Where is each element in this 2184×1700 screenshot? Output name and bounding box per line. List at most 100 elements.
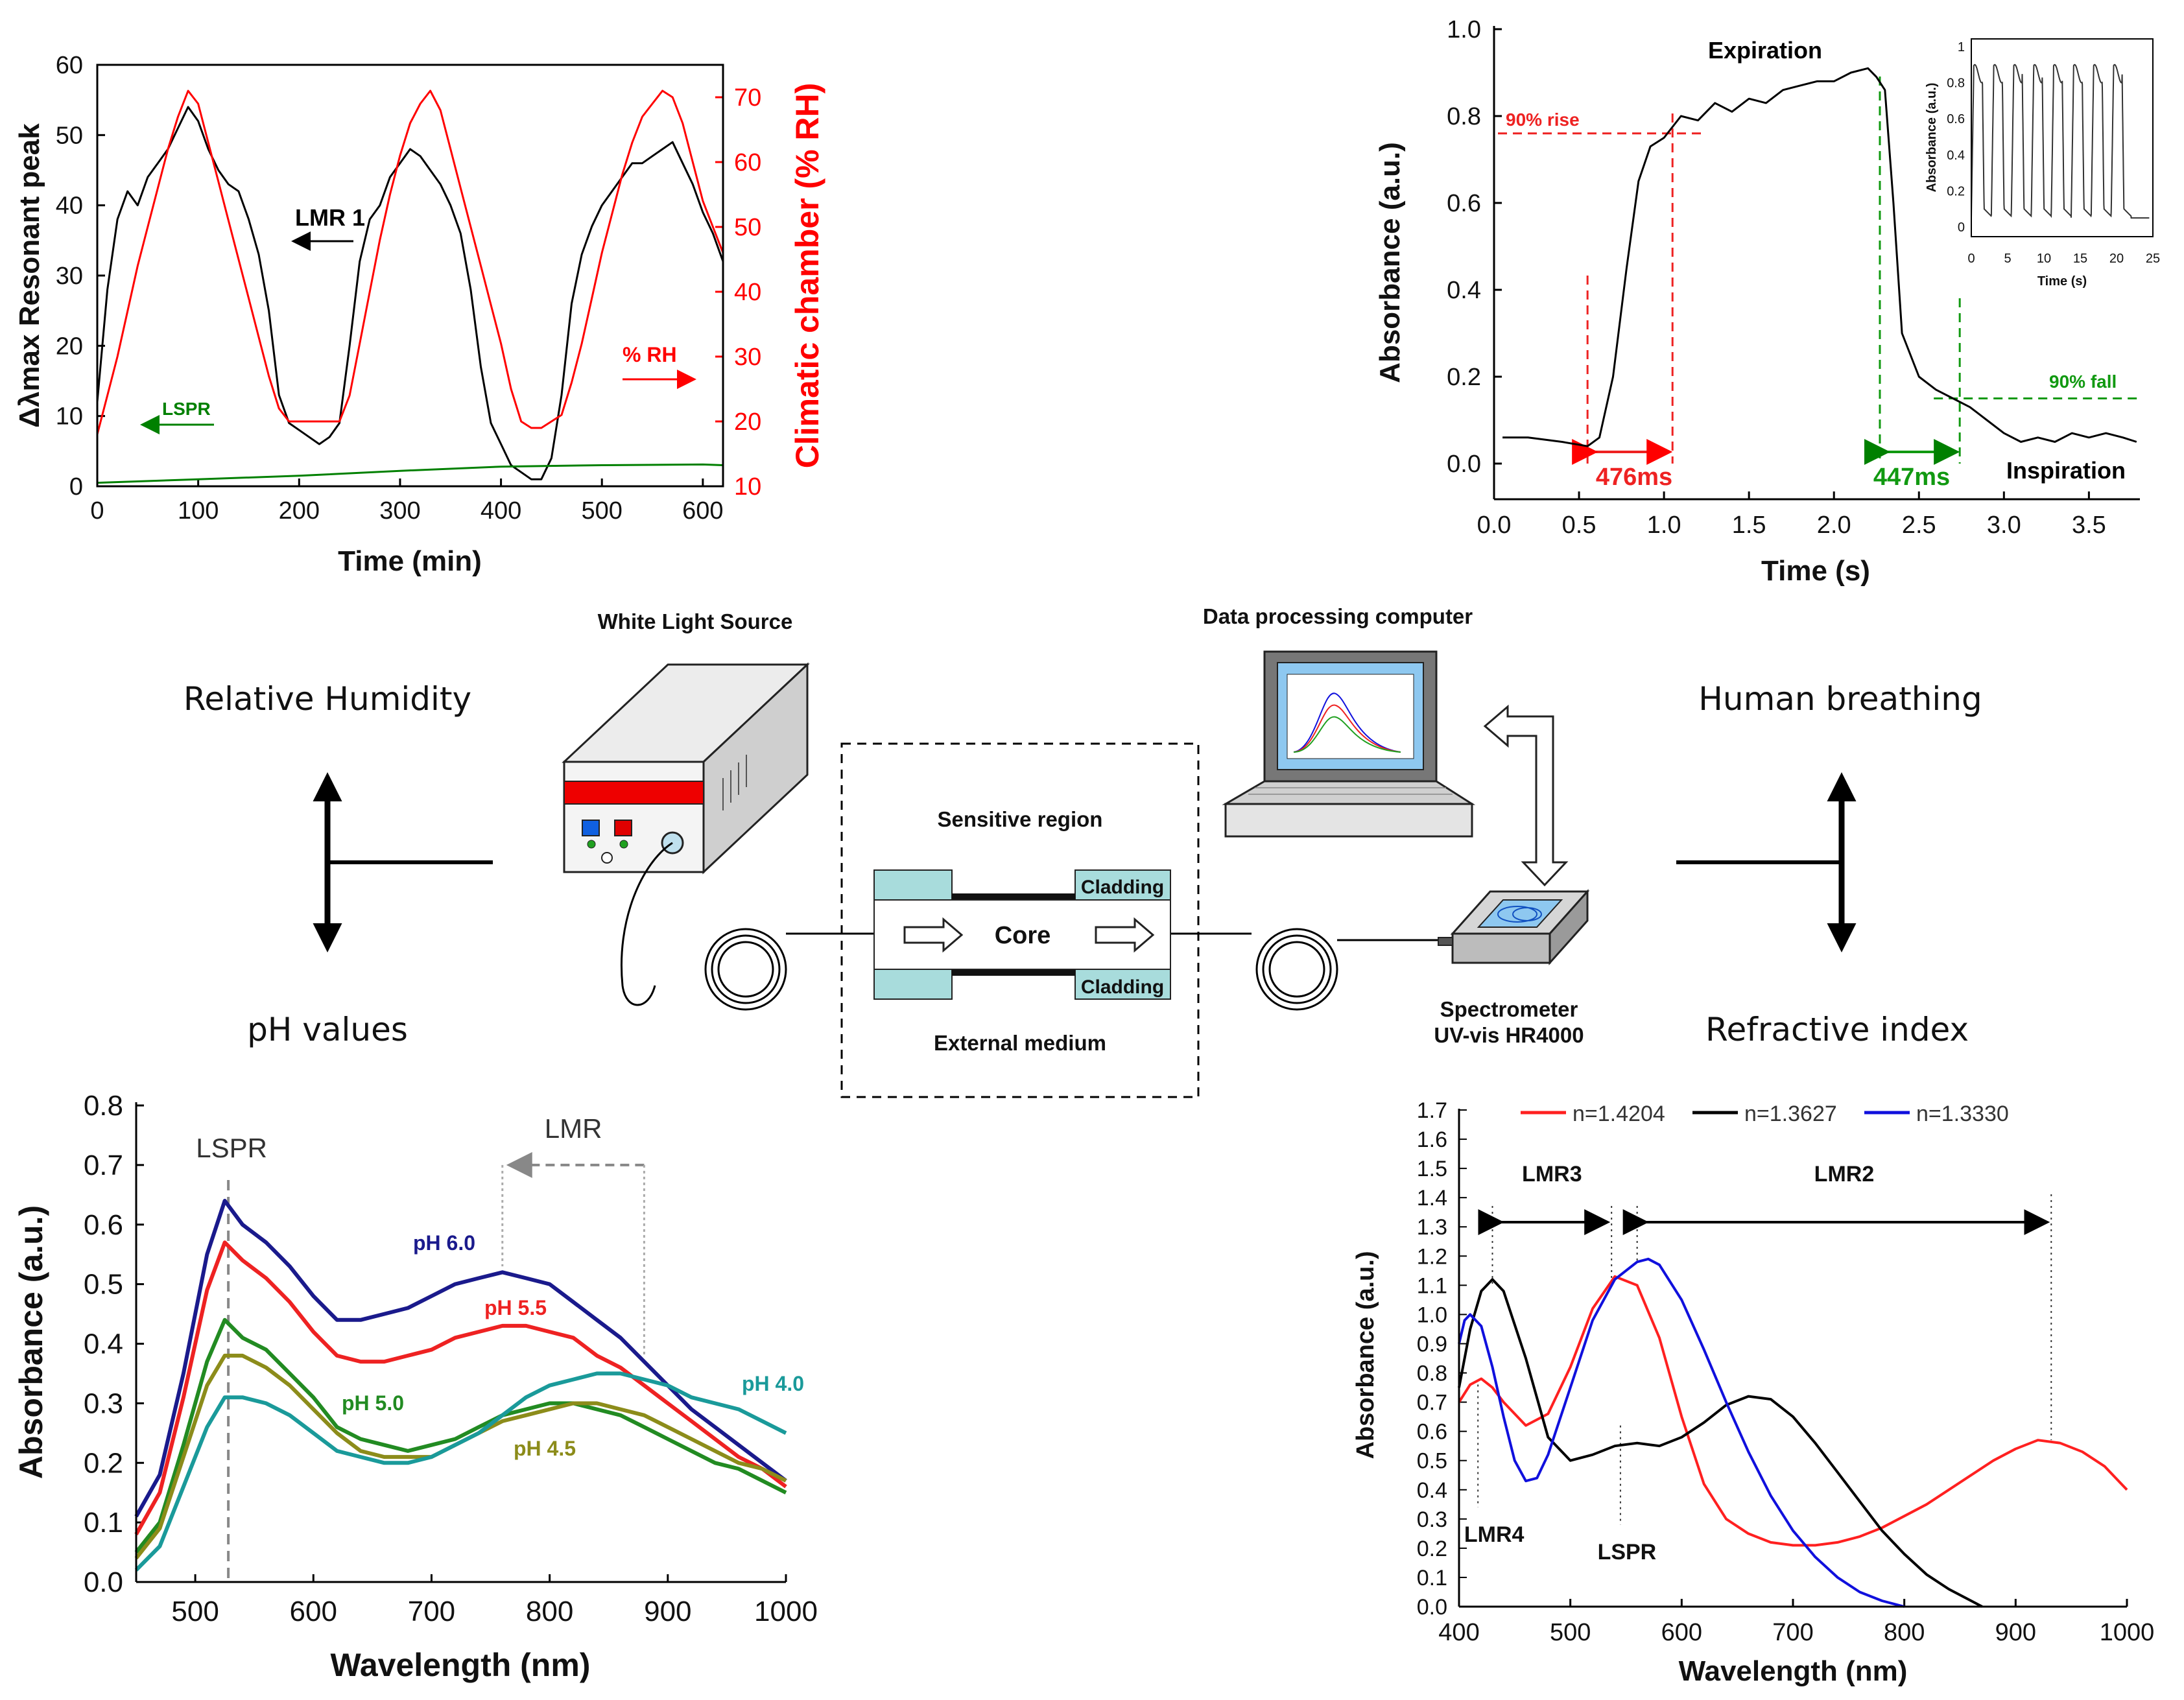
x-tick-label: 1.5	[1732, 512, 1766, 539]
cladding-top-label: Cladding	[1081, 877, 1164, 898]
ph45-label: pH 4.5	[514, 1437, 576, 1460]
humidity-ylabel: Δλmax Resonant peak	[14, 123, 45, 428]
y-tick-label: 1.0	[1417, 1303, 1447, 1327]
data-processing-computer: Data processing computer	[1203, 604, 1476, 838]
series-line-2	[97, 463, 724, 484]
x-tick-label: 1000	[2100, 1619, 2155, 1646]
y-tick-label: 0.8	[84, 1090, 123, 1122]
ph-values-title: pH values	[247, 1011, 408, 1048]
light-source-label: White Light Source	[598, 609, 793, 633]
ph60-label: pH 6.0	[413, 1231, 475, 1255]
inset-y-tick-label: 0.6	[1947, 112, 1965, 126]
inset-series-line	[1971, 64, 2150, 219]
y-tick-label: 0.4	[1417, 1478, 1447, 1503]
legend-label: n=1.3330	[1916, 1102, 2009, 1126]
refractive-ylabel: Absorbance (a.u.)	[1352, 1251, 1379, 1459]
spectrometer-window	[1477, 899, 1563, 928]
y-tick-label: 0.6	[84, 1209, 123, 1241]
y-tick-label: 0.9	[1417, 1332, 1447, 1356]
y-tick-label: 1.1	[1417, 1273, 1447, 1298]
x-tick-label: 600	[682, 497, 723, 525]
vent-slots	[722, 755, 747, 810]
x-tick-label: 0.5	[1562, 512, 1596, 539]
rh-annotation: % RH	[623, 343, 677, 366]
y-tick-label: 1.4	[1417, 1186, 1447, 1210]
humidity-chart: 0 100 200 300 400 500 600 0 10 20 30 40 50 60 10 20 30 40…	[14, 52, 825, 577]
spectrometer-label-1: Spectrometer	[1440, 997, 1578, 1021]
x-tick-label: 500	[171, 1596, 219, 1627]
y-right-tick-label: 30	[734, 344, 761, 371]
breathing-inset: 0 5 10 15 20 25 0 0.2 0.4 0.6 0.8 1 Time (s) Absorb…	[1925, 38, 2160, 289]
y-tick-label: 0.8	[1417, 1362, 1447, 1386]
humidity-ylabel-right: Climatic chamber (% RH)	[789, 83, 825, 469]
x-tick-label: 600	[1661, 1619, 1702, 1646]
breathing-ticks: 0.0 0.5 1.0 1.5 2.0 2.5 3.0 3.5 0.0 0.2 0.4 0.6 0.8 1…	[1447, 16, 2106, 539]
x-tick-label: 100	[178, 497, 219, 525]
light-source-band	[564, 781, 704, 805]
legend-label: n=1.4204	[1573, 1102, 1665, 1126]
ph-chart: 500 600 700 800 900 1000 0.0 0.1 0.2 0.3 0.4 0.5 0.6…	[13, 1090, 818, 1683]
knob-icon	[601, 852, 613, 864]
y-tick-label: 30	[56, 263, 83, 290]
y-tick-label: 0.3	[1417, 1507, 1447, 1532]
humidity-series	[96, 89, 724, 484]
y-right-tick-label: 40	[734, 279, 761, 306]
y-tick-label: 0.4	[84, 1328, 123, 1360]
x-tick-label: 600	[290, 1596, 337, 1627]
series-line-1	[96, 89, 724, 435]
y-tick-label: 0.0	[1447, 451, 1481, 478]
x-tick-label: 3.0	[1987, 512, 2021, 539]
series-line-1	[134, 1240, 787, 1535]
x-tick-label: 800	[1884, 1619, 1925, 1646]
human-breathing-title: Human breathing	[1698, 680, 1982, 718]
series-line-0	[1458, 1275, 2128, 1547]
light-arrow-icon	[1095, 917, 1155, 953]
humidity-xlabel: Time (min)	[338, 545, 482, 577]
y-tick-label: 1.6	[1417, 1127, 1447, 1152]
inset-frame	[1971, 38, 2154, 237]
y-tick-label: 0.0	[84, 1566, 123, 1598]
x-tick-label: 1.0	[1647, 512, 1681, 539]
y-right-tick-label: 20	[734, 408, 761, 436]
y-tick-label: 0.7	[84, 1150, 123, 1181]
lmr3-label: LMR3	[1522, 1162, 1582, 1186]
series-line-2	[134, 1317, 787, 1553]
x-tick-label: 500	[1550, 1619, 1591, 1646]
green-led-icon	[619, 840, 628, 849]
x-tick-label: 400	[481, 497, 521, 525]
y-tick-label: 1.7	[1417, 1098, 1447, 1123]
series-line-4	[134, 1371, 787, 1572]
y-tick-label: 0.4	[1447, 277, 1481, 304]
data-transfer-arrow	[1483, 704, 1569, 887]
inset-y-tick-label: 0	[1958, 220, 1965, 235]
inset-x-tick-label: 0	[1967, 252, 1975, 266]
x-tick-label: 200	[279, 497, 320, 525]
x-tick-label: 500	[582, 497, 623, 525]
lspr-label: LSPR	[1598, 1540, 1657, 1564]
y-tick-label: 0.5	[1417, 1449, 1447, 1474]
inset-x-tick-label: 25	[2146, 252, 2160, 266]
y-tick-label: 0.5	[84, 1269, 123, 1301]
legend-label: n=1.3627	[1744, 1102, 1837, 1126]
x-tick-label: 0.0	[1477, 512, 1512, 539]
refractive-legend: n=1.4204 n=1.3627 n=1.3330	[1521, 1102, 2009, 1126]
inspiration-label: Inspiration	[2006, 457, 2126, 484]
inset-x-tick-label: 5	[2004, 252, 2011, 266]
relative-humidity-title: Relative Humidity	[184, 680, 471, 718]
red-button-icon	[614, 820, 632, 836]
y-tick-label: 60	[56, 52, 83, 79]
lmr-label: LMR	[545, 1113, 602, 1144]
lspr-label: LSPR	[196, 1133, 267, 1163]
ph40-label: pH 4.0	[742, 1372, 804, 1395]
ph50-label: pH 5.0	[342, 1391, 404, 1415]
x-tick-label: 0	[90, 497, 104, 525]
series-line-0	[1502, 67, 2137, 447]
inset-x-tick-label: 20	[2109, 252, 2124, 266]
refractive-index-title: Refractive index	[1705, 1011, 1969, 1048]
inset-y-tick-label: 1	[1958, 40, 1965, 54]
computer-label: Data processing computer	[1203, 604, 1473, 628]
sensitive-region-label: Sensitive region	[938, 807, 1103, 831]
y-tick-label: 1.2	[1417, 1244, 1447, 1269]
inset-series	[1971, 64, 2150, 219]
